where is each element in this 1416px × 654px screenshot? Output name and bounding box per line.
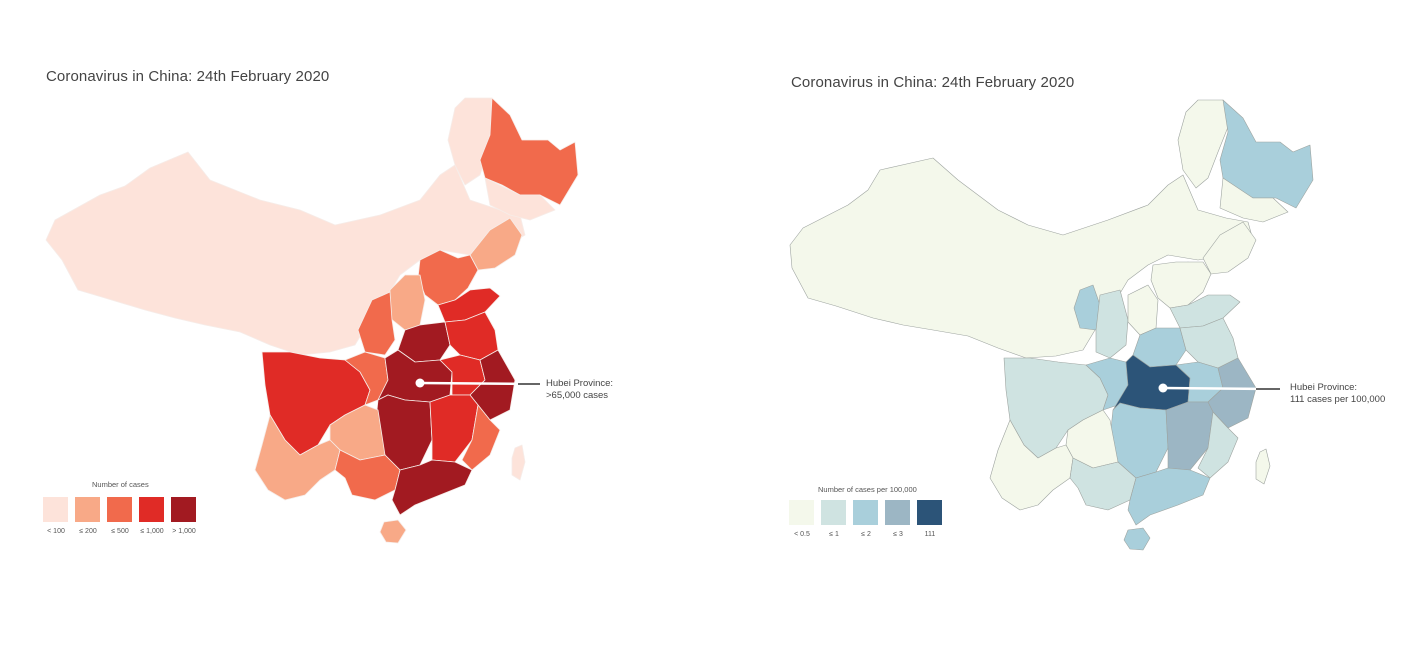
per-capita-legend-title: Number of cases per 100,000 — [818, 485, 917, 494]
cases-legend-swatch-4 — [139, 497, 164, 522]
cases-legend-swatch-3 — [107, 497, 132, 522]
cases-legend-swatch-2 — [75, 497, 100, 522]
per-capita-choropleth-map — [789, 99, 1314, 551]
cases-legend-label-4: ≤ 1,000 — [140, 528, 164, 535]
region-jilin — [484, 177, 556, 221]
region-liaoning — [1202, 221, 1257, 275]
cases-map-title: Coronavirus in China: 24th February 2020 — [46, 68, 330, 85]
cases-legend-label-3: ≤ 500 — [111, 528, 129, 535]
per-capita-legend-label-1: < 0.5 — [794, 531, 810, 538]
per-capita-legend-swatch-1 — [789, 500, 814, 525]
region-guangxi — [334, 449, 401, 501]
region-guangxi — [1069, 457, 1137, 511]
region-north-light — [1177, 99, 1231, 189]
per-capita-legend-swatch-3 — [853, 500, 878, 525]
cases-legend-label-2: ≤ 200 — [79, 528, 97, 535]
hubei-marker — [415, 378, 425, 388]
region-shanxi — [1127, 284, 1159, 336]
per-capita-legend-swatch-4 — [885, 500, 910, 525]
region-taiwan — [511, 444, 526, 481]
region-liaoning — [469, 217, 523, 271]
cases-regions — [45, 97, 579, 544]
per-capita-legend-swatch-2 — [821, 500, 846, 525]
hubei-marker — [1158, 383, 1168, 393]
per-capita-regions — [789, 99, 1314, 551]
region-hainan — [379, 519, 407, 544]
region-hebei — [1150, 261, 1212, 309]
region-guangdong — [1127, 467, 1211, 526]
hubei-annotation-line2: 111 cases per 100,000 — [1290, 394, 1386, 405]
per-capita-legend-swatch-5 — [917, 500, 942, 525]
hubei-annotation: Hubei Province: 111 cases per 100,000 — [1290, 382, 1385, 406]
cases-choropleth-map — [45, 97, 579, 544]
hubei-annotation: Hubei Province: >65,000 cases — [546, 378, 613, 402]
per-capita-map-panel: Coronavirus in China: 24th February 2020 — [708, 0, 1416, 654]
hubei-annotation-line1: Hubei Province: — [1290, 382, 1358, 393]
per-capita-legend-label-2: ≤ 1 — [829, 531, 839, 538]
region-jilin — [1219, 177, 1289, 223]
region-shaanxi — [1095, 289, 1129, 359]
region-taiwan — [1255, 448, 1271, 485]
cases-legend-title: Number of cases — [92, 480, 149, 489]
region-heilongjiang — [479, 97, 579, 206]
hubei-annotation-line1: Hubei Province: — [546, 378, 614, 389]
region-guangdong — [391, 459, 473, 516]
region-yunnan — [254, 414, 341, 501]
region-fujian — [461, 404, 501, 471]
cases-legend-swatch-1 — [43, 497, 68, 522]
cases-legend-label-1: < 100 — [47, 528, 65, 535]
per-capita-map-title: Coronavirus in China: 24th February 2020 — [791, 74, 1075, 91]
per-capita-legend-label-5: 111 — [924, 531, 936, 538]
region-west — [789, 157, 1254, 359]
cases-legend-swatch-5 — [171, 497, 196, 522]
region-shanxi — [389, 274, 426, 331]
region-heilongjiang — [1219, 99, 1314, 209]
hubei-annotation-line2: >65,000 cases — [546, 390, 609, 401]
per-capita-legend-label-3: ≤ 2 — [861, 531, 871, 538]
region-shaanxi — [357, 291, 396, 356]
per-capita-legend-label-4: ≤ 3 — [893, 531, 903, 538]
cases-map-panel: Coronavirus in China: 24th February 2020 — [43, 68, 613, 544]
region-hainan — [1123, 527, 1151, 551]
cases-legend-label-5: > 1,000 — [172, 528, 196, 535]
region-west — [45, 151, 526, 356]
region-yunnan — [989, 419, 1074, 511]
region-fujian — [1197, 411, 1239, 479]
